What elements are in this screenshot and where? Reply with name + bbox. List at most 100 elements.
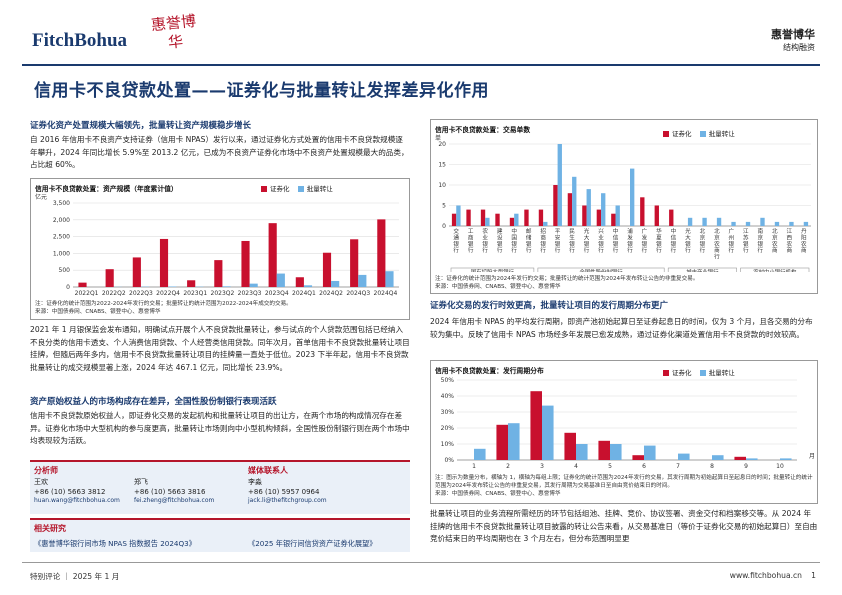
- section2-text: 2021 年 1 月银保监会发布通知，明确试点开展个人不良贷款批量转让，参与试点…: [30, 325, 410, 372]
- bar-transfer: [508, 423, 520, 460]
- x-tick-label: 江西农商: [786, 228, 792, 254]
- y-tick-label: 20%: [441, 425, 455, 432]
- bar-securitization: [78, 282, 87, 287]
- x-tick-label: 浦发银行: [627, 227, 633, 254]
- bar-transfer: [474, 448, 486, 460]
- bar-securitization: [530, 391, 542, 460]
- bar-transfer: [746, 458, 758, 460]
- media-phone: +86 (10) 5957 0964: [248, 488, 320, 496]
- logo-seal: 惠誉博华: [150, 11, 197, 52]
- bar-transfer: [760, 217, 765, 226]
- group-label: 城市商业银行: [686, 268, 719, 272]
- bar-transfer: [731, 221, 736, 226]
- legend-swatch-blue: [699, 131, 706, 137]
- page-number: 1: [811, 571, 816, 580]
- x-tick-label: 2: [506, 463, 510, 470]
- x-tick-label: 中国银行: [511, 227, 517, 254]
- x-tick-label: 北京农商: [772, 227, 778, 254]
- x-tick-label: 交通银行: [453, 227, 459, 254]
- footer-rule: [22, 562, 820, 563]
- chart2-note: 注：证券化的统计范围为2024年发行的交易；批量转让的统计范围为2024年发布转…: [435, 276, 699, 282]
- bar-transfer: [485, 217, 490, 226]
- chart2-unit: 单: [435, 135, 442, 142]
- x-tick-label: 5: [608, 463, 612, 470]
- header-rule: [22, 64, 820, 66]
- bar-transfer: [542, 405, 554, 460]
- y-tick-label: 15: [438, 162, 446, 169]
- section4-heading: 证券化交易的发行时效更高，批量转让项目的发行周期分布更广: [430, 301, 669, 311]
- x-tick-label: 邮储银行: [526, 227, 532, 254]
- analyst-email[interactable]: fei.zheng@fitchbohua.com: [134, 497, 215, 504]
- footer-site[interactable]: www.fitchbohua.cn: [729, 571, 802, 580]
- bar-transfer: [576, 444, 588, 460]
- y-tick-label: 0%: [444, 457, 454, 464]
- analyst-1: 王欢 +86 (10) 5663 3812 huan.wang@fitchboh…: [34, 477, 120, 504]
- bar-securitization: [496, 424, 508, 460]
- x-tick-label: 建设银行: [497, 227, 503, 254]
- bar-securitization: [564, 432, 576, 460]
- x-tick-label: 6: [642, 463, 646, 470]
- bar-securitization: [214, 260, 223, 287]
- x-tick-label: 北京银行: [700, 227, 706, 254]
- group-label: 全国性股份制银行: [579, 268, 623, 272]
- x-tick-label: 广州银行: [729, 227, 735, 254]
- x-tick-label: 2023Q3: [238, 290, 262, 297]
- x-tick-label: 中信银行: [613, 227, 619, 254]
- chart3-source: 来源：中国债券网、CNABS、银登中心、惠誉博华: [435, 491, 561, 497]
- bar-transfer: [687, 217, 693, 226]
- bar-transfer: [358, 274, 367, 287]
- x-tick-label: 平安银行: [555, 228, 561, 254]
- bar-securitization: [350, 239, 359, 287]
- group-bracket: [667, 267, 737, 272]
- bar-securitization: [509, 217, 515, 226]
- x-tick-label: 2024Q1: [292, 290, 316, 297]
- x-tick-label: 8: [710, 463, 714, 470]
- y-tick-label: 2,000: [53, 217, 70, 224]
- bar-transfer: [168, 286, 177, 287]
- analyst-email[interactable]: huan.wang@fitchbohua.com: [34, 497, 120, 504]
- bar-transfer: [780, 458, 792, 460]
- bar-securitization: [669, 209, 674, 226]
- group-bracket: [450, 267, 535, 272]
- x-tick-label: 7: [676, 463, 680, 470]
- brand-name: 惠誉博华: [771, 28, 815, 41]
- bar-transfer: [745, 221, 751, 226]
- bar-transfer: [774, 221, 780, 226]
- bar-transfer: [557, 144, 562, 226]
- chart1-legend: 证券化 批量转让: [261, 183, 333, 193]
- related-link-1[interactable]: 《惠誉博华银行间市场 NPAS 指数报告 2024Q3》: [34, 539, 196, 548]
- x-tick-label: 3: [540, 463, 544, 470]
- section5-text: 批量转让项目的业务流程所需经历的环节包括组池、挂牌、竞价、协议签署、资金交付和档…: [430, 509, 818, 544]
- related-link-2[interactable]: 《2025 年银行间信贷资产证券化展望》: [248, 539, 377, 548]
- chart1-note: 注：证券化的统计范围为2022-2024年发行的交易；批量转让的统计范围为202…: [35, 301, 292, 307]
- bar-securitization: [105, 269, 114, 287]
- group-label: 国有控股大型银行: [471, 268, 515, 272]
- x-tick-label: 2024Q4: [374, 290, 398, 297]
- legend-label: 证券化: [672, 130, 692, 138]
- x-axis-unit: 月: [809, 453, 815, 460]
- x-tick-label: 江苏银行: [743, 228, 749, 254]
- x-tick-label: 2022Q3: [129, 290, 153, 297]
- group-label: 农村中小银行机构: [753, 268, 797, 272]
- media-email[interactable]: jack.li@thefitchgroup.com: [248, 497, 327, 504]
- bar-transfer: [303, 285, 313, 287]
- bar-transfer: [610, 444, 622, 460]
- x-tick-label: 中信银行: [671, 227, 677, 254]
- analyst-phone: +86 (10) 5663 3816: [134, 488, 206, 496]
- x-tick-label: 2024Q3: [346, 290, 370, 297]
- x-tick-label: 丹阳农商: [801, 228, 807, 254]
- x-tick-label: 南京银行: [758, 227, 764, 254]
- x-tick-label: 广发银行: [642, 227, 648, 254]
- x-tick-label: 北京农商行: [714, 227, 720, 261]
- bar-securitization: [480, 209, 486, 226]
- analyst-name: 王欢: [34, 478, 48, 486]
- bar-transfer: [572, 176, 577, 226]
- x-tick-label: 9: [744, 463, 748, 470]
- chart2-legend: 证券化 批量转让: [663, 128, 735, 138]
- chart3-svg: 0% 10% 20% 30% 40% 50% 1 2 3 4 5 6 7 8 9 10 月: [441, 377, 815, 470]
- x-tick-label: 兴业银行: [598, 227, 604, 254]
- legend-label: 批量转让: [708, 369, 735, 377]
- bar-securitization: [734, 456, 746, 460]
- footer-left: 特别评论 ｜ 2025 年 1 月: [30, 572, 120, 581]
- x-tick-label: 1: [472, 463, 476, 470]
